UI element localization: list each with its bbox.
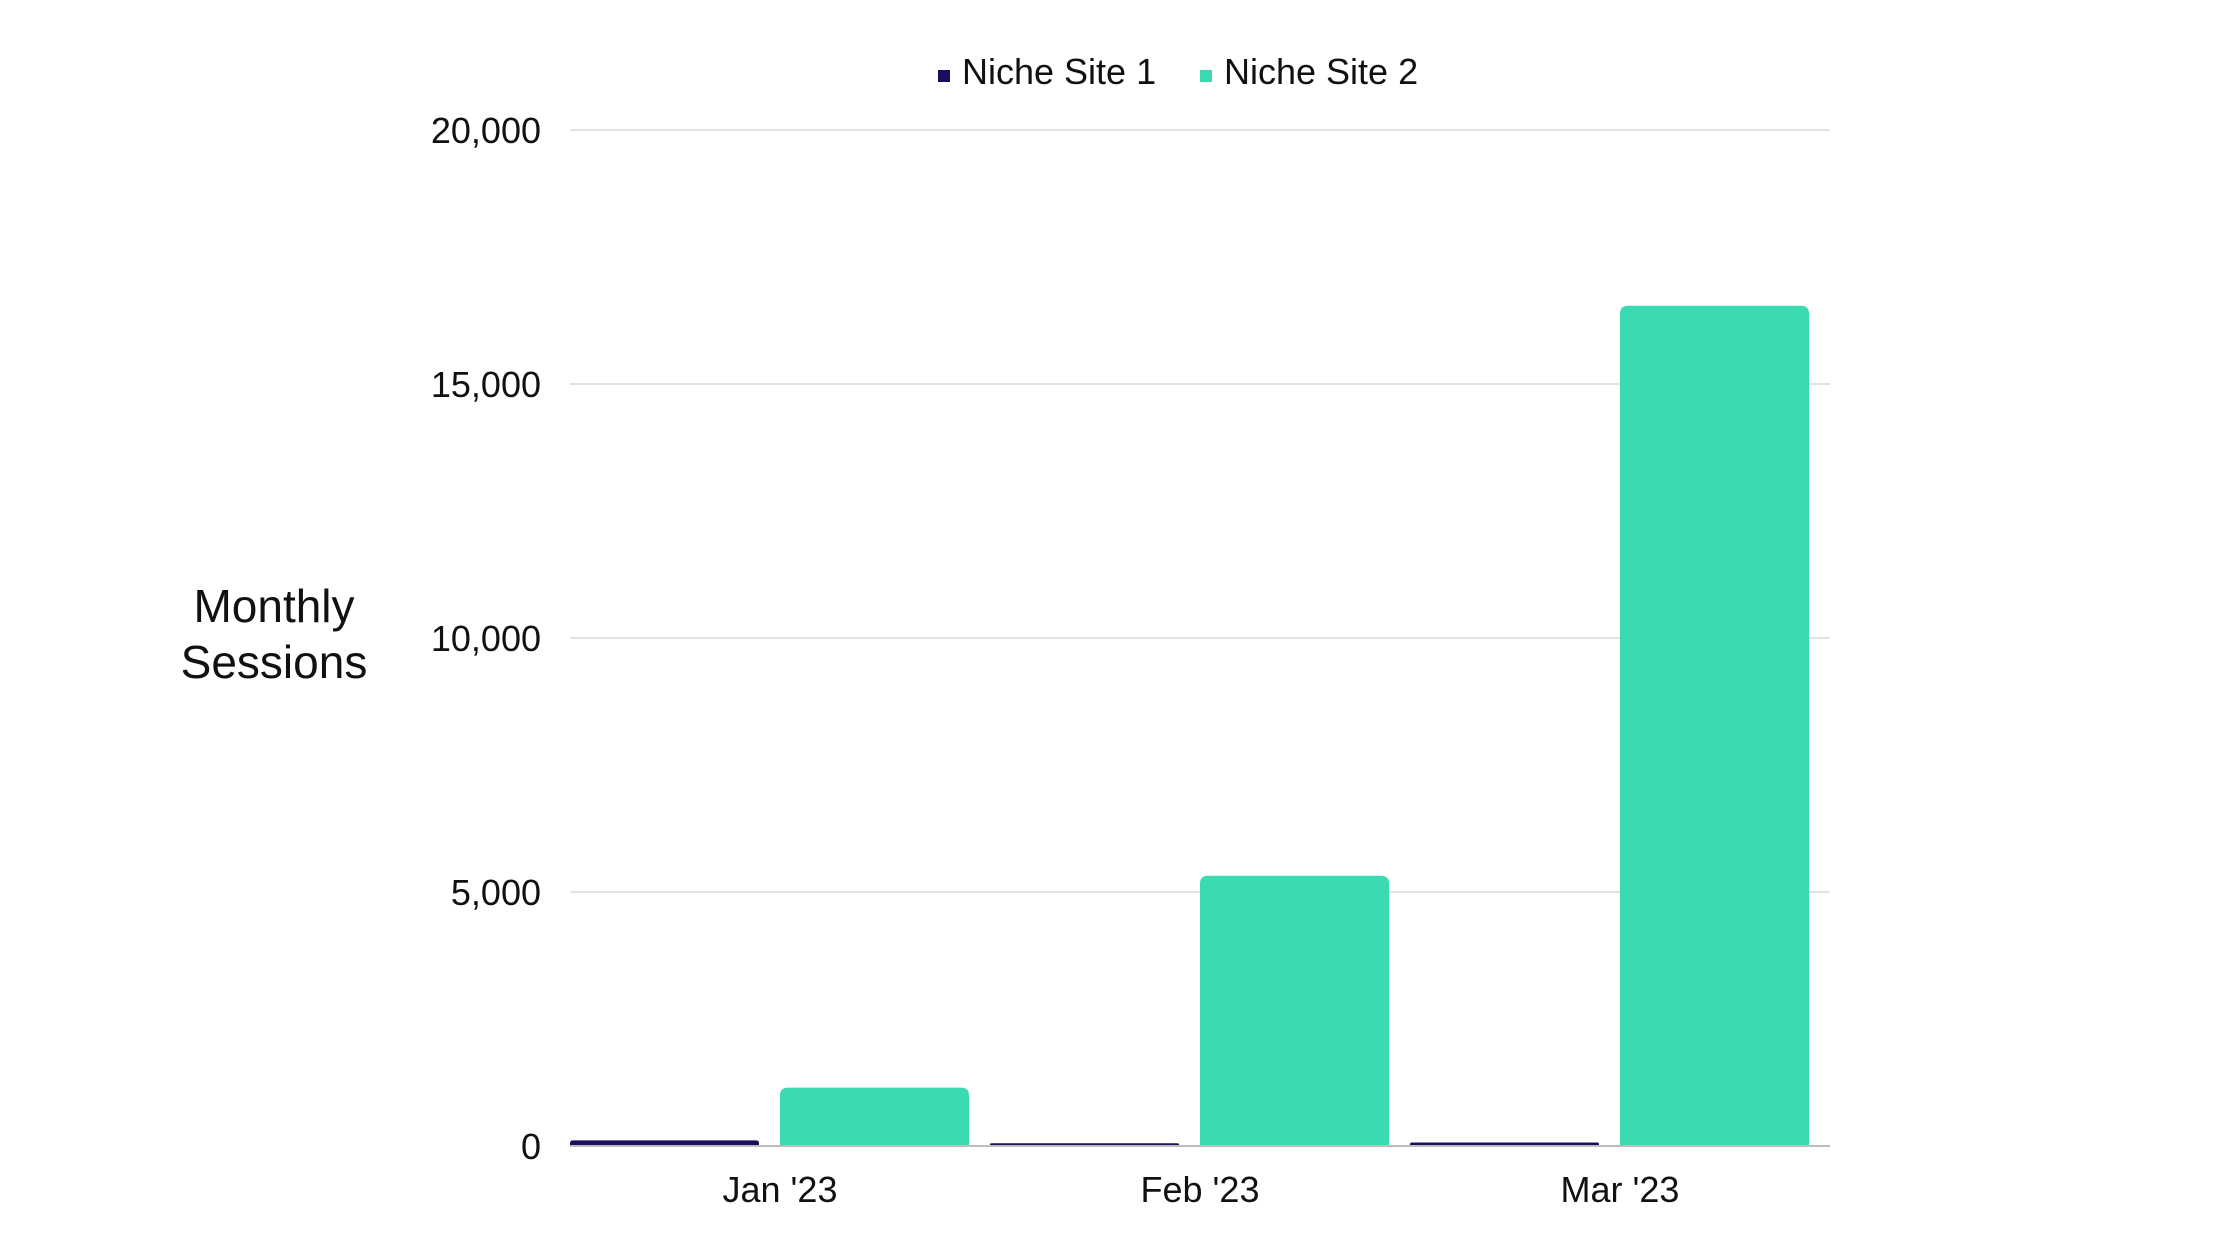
y-axis-title-line-1: Monthly: [193, 580, 354, 632]
bar-2-1: [780, 1087, 969, 1146]
x-tick-label: Feb '23: [1141, 1169, 1260, 1210]
y-axis-title-line-2: Sessions: [181, 636, 368, 688]
y-axis: 0 5,000 10,000 15,000 20,000: [431, 110, 541, 1167]
y-axis-title: Monthly Sessions: [181, 580, 368, 688]
y-tick-label: 10,000: [431, 618, 541, 659]
x-tick-label: Mar '23: [1561, 1169, 1680, 1210]
y-tick-label: 20,000: [431, 110, 541, 151]
legend: Niche Site 1 Niche Site 2: [938, 51, 1418, 92]
legend-swatch: [1200, 70, 1212, 82]
bars: [570, 305, 1809, 1146]
y-tick-label: 0: [521, 1126, 541, 1167]
legend-swatch: [938, 70, 950, 82]
y-tick-label: 5,000: [451, 872, 541, 913]
x-axis: Jan '23 Feb '23 Mar '23: [570, 1145, 1830, 1210]
legend-label: Niche Site 2: [1224, 51, 1418, 92]
bar-2-3: [1620, 305, 1809, 1146]
bar-2-2: [1200, 875, 1389, 1146]
y-tick-label: 15,000: [431, 364, 541, 405]
bar-1-1: [570, 1140, 759, 1146]
legend-label: Niche Site 1: [962, 51, 1156, 92]
x-tick-label: Jan '23: [723, 1169, 838, 1210]
